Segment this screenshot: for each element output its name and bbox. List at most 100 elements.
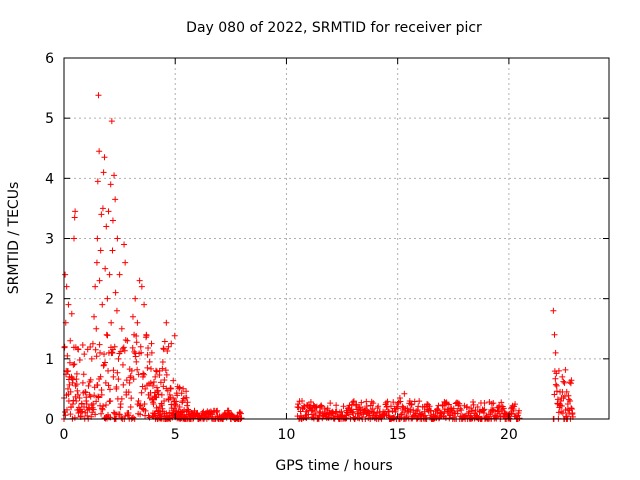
data-point: [550, 307, 557, 314]
data-point: [65, 385, 72, 392]
data-point: [116, 271, 123, 278]
data-point: [81, 403, 88, 410]
data-point: [79, 408, 86, 415]
data-point: [194, 409, 201, 416]
data-point: [75, 346, 82, 353]
data-point: [76, 394, 83, 401]
data-point: [144, 351, 151, 358]
data-point: [333, 402, 340, 409]
data-point: [553, 388, 560, 395]
data-point: [448, 405, 455, 412]
data-point: [115, 376, 122, 383]
data-point: [426, 403, 433, 410]
data-point: [414, 406, 421, 413]
data-point: [132, 295, 139, 302]
data-point: [134, 319, 141, 326]
data-point: [144, 364, 151, 371]
data-point: [136, 277, 143, 284]
data-point: [383, 403, 390, 410]
data-point: [148, 365, 155, 372]
data-point: [303, 414, 310, 421]
data-point: [557, 388, 564, 395]
data-point: [163, 410, 170, 417]
data-point: [86, 391, 93, 398]
data-point: [145, 344, 152, 351]
data-point: [370, 400, 377, 407]
data-point: [105, 367, 112, 374]
data-point: [371, 409, 378, 416]
data-point: [496, 402, 503, 409]
data-point: [132, 353, 139, 360]
data-point: [118, 414, 125, 421]
data-point: [472, 407, 479, 414]
data-point: [101, 351, 108, 358]
data-point: [75, 409, 82, 416]
grid: [64, 58, 609, 419]
data-point: [207, 411, 214, 418]
data-point: [569, 411, 576, 418]
data-point: [149, 382, 156, 389]
data-point: [87, 376, 94, 383]
chart-title: Day 080 of 2022, SRMTID for receiver pic…: [186, 20, 482, 36]
data-point: [72, 208, 79, 215]
data-point: [135, 397, 142, 404]
data-point: [567, 397, 574, 404]
data-point: [74, 387, 81, 394]
data-point: [434, 409, 441, 416]
data-point: [133, 358, 140, 365]
data-point: [562, 406, 569, 413]
data-point: [350, 398, 357, 405]
data-point: [401, 390, 408, 397]
data-point: [552, 381, 559, 388]
data-point: [160, 383, 167, 390]
data-point: [494, 408, 501, 415]
data-point: [350, 408, 357, 415]
data-point: [353, 401, 360, 408]
y-tick-label: 2: [45, 292, 54, 308]
data-point: [172, 400, 179, 407]
data-point: [428, 407, 435, 414]
x-tick-label: 0: [60, 427, 69, 443]
data-point: [456, 400, 463, 407]
y-axis-title: SRMTID / TECUs: [6, 182, 22, 295]
data-point: [388, 403, 394, 410]
data-point: [135, 371, 142, 378]
data-point: [163, 371, 170, 378]
y-tick-label: 6: [45, 51, 54, 67]
data-point: [95, 394, 102, 401]
data-point: [137, 343, 144, 350]
data-point: [159, 358, 166, 365]
data-points: [61, 92, 576, 422]
data-point: [92, 411, 99, 418]
data-point: [201, 412, 208, 419]
data-point: [170, 377, 177, 384]
data-point: [413, 408, 420, 415]
data-point: [120, 381, 127, 388]
data-point: [310, 411, 317, 418]
data-point: [143, 331, 150, 338]
data-point: [100, 403, 107, 410]
data-point: [76, 356, 83, 363]
data-point: [73, 397, 80, 404]
data-point: [99, 301, 106, 308]
data-point: [214, 407, 221, 414]
data-point: [560, 394, 567, 401]
data-point: [134, 366, 141, 373]
data-point: [408, 400, 415, 407]
data-point: [551, 331, 558, 338]
data-point: [67, 337, 74, 344]
data-point: [73, 376, 80, 383]
data-point: [133, 339, 140, 346]
data-point: [97, 373, 104, 380]
data-point: [105, 349, 112, 356]
data-point: [138, 349, 145, 356]
data-point: [89, 340, 96, 347]
data-point: [100, 169, 107, 176]
data-point: [376, 408, 383, 415]
data-point: [71, 214, 78, 221]
data-point: [129, 344, 136, 351]
data-point: [481, 400, 488, 407]
data-point: [117, 400, 124, 407]
data-point: [565, 409, 572, 416]
